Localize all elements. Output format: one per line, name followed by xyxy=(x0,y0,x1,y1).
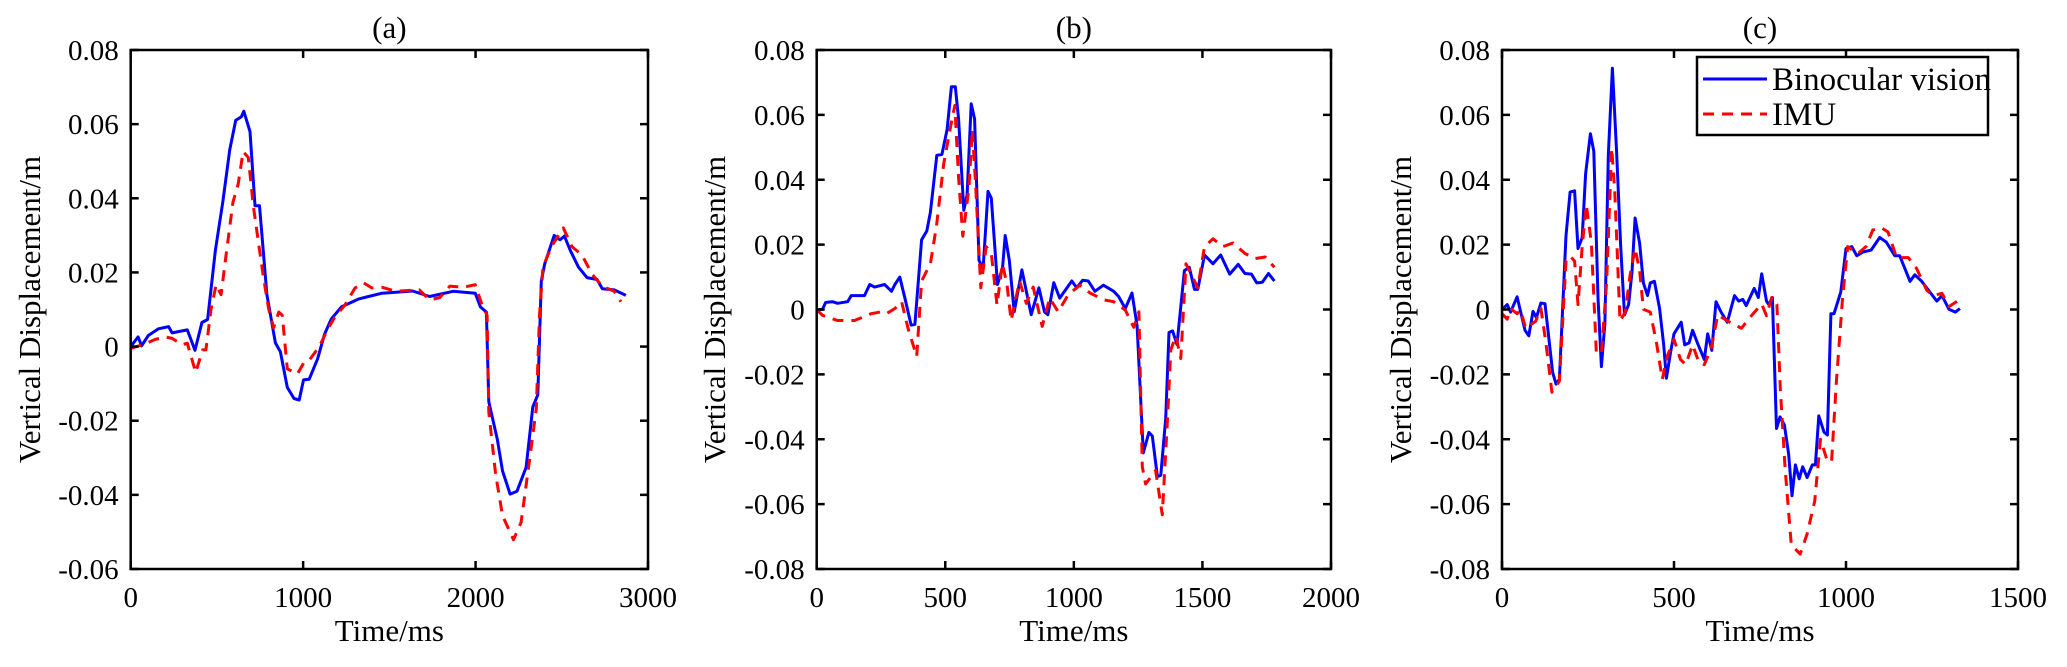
x-tick-label: 0 xyxy=(123,582,138,614)
series-imu-line xyxy=(816,104,1276,517)
y-tick-label: -0.02 xyxy=(1430,359,1490,391)
y-tick-label: -0.04 xyxy=(1430,424,1491,456)
legend-label-imu: IMU xyxy=(1772,97,1836,133)
x-tick-label: 3000 xyxy=(619,582,677,614)
y-tick-label: -0.02 xyxy=(744,359,804,391)
legend-label-binocular: Binocular vision xyxy=(1772,62,1991,98)
y-tick-label: 0.02 xyxy=(68,257,119,289)
y-tick-label: 0.02 xyxy=(754,230,805,262)
y-axis-label: Vertical Displacement/m xyxy=(12,156,47,463)
y-tick-label: 0.04 xyxy=(1439,165,1490,197)
x-tick-label: 1000 xyxy=(1045,582,1103,614)
subplot-c: 0 500 1000 1500 -0.08 -0.06 -0.04 -0.02 0 0.02 0.0… xyxy=(1383,10,2047,648)
y-tick-label: 0.06 xyxy=(68,109,119,141)
x-axis-label: Time/ms xyxy=(1705,613,1814,648)
y-tick-label: 0.02 xyxy=(1439,230,1490,262)
x-tick-label: 1500 xyxy=(1173,582,1231,614)
y-axis-label: Vertical Displacement/m xyxy=(1383,156,1418,463)
y-tick-label: 0 xyxy=(790,295,805,327)
series-binocular-line xyxy=(130,109,627,496)
subplot-title: (a) xyxy=(372,10,406,45)
series-binocular-line xyxy=(816,85,1276,479)
y-tick-label: -0.06 xyxy=(58,554,118,586)
x-tick-label: 2000 xyxy=(1302,582,1360,614)
subplot-b: 0 500 1000 1500 2000 -0.08 -0.06 -0.04 -0.02 0 0.0… xyxy=(697,10,1360,648)
y-tick-label: 0.08 xyxy=(754,35,805,67)
x-tick-label: 1500 xyxy=(1989,582,2047,614)
y-tick-label: 0.04 xyxy=(68,183,119,215)
series-binocular-line xyxy=(1502,66,1961,498)
y-tick-label: -0.04 xyxy=(744,424,805,456)
y-tick-label: 0.06 xyxy=(754,100,805,132)
y-tick-label: 0 xyxy=(104,332,119,364)
legend-box xyxy=(1695,55,1990,137)
y-tick-label: 0.04 xyxy=(754,165,805,197)
x-axis-label: Time/ms xyxy=(335,613,444,648)
y-tick-label: -0.06 xyxy=(744,489,804,521)
y-tick-label: -0.08 xyxy=(1430,554,1490,586)
y-tick-label: 0.06 xyxy=(1439,100,1490,132)
y-tick-label: -0.08 xyxy=(744,554,804,586)
y-tick-label: 0 xyxy=(1476,295,1491,327)
x-tick-label: 1000 xyxy=(1817,582,1875,614)
subplot-title: (c) xyxy=(1743,10,1777,45)
x-tick-label: 500 xyxy=(1652,582,1696,614)
legend: Binocular vision IMU xyxy=(1695,55,1991,137)
x-tick-label: 2000 xyxy=(447,582,505,614)
axes-box xyxy=(129,48,650,571)
y-tick-label: -0.04 xyxy=(58,480,119,512)
y-axis-label: Vertical Displacement/m xyxy=(697,156,732,463)
subplot-a: 0 1000 2000 3000 -0.06 -0.04 -0.02 0 0.02 0.04 0.0… xyxy=(12,10,677,648)
subplot-title: (b) xyxy=(1056,10,1092,45)
y-tick-label: -0.06 xyxy=(1430,489,1490,521)
x-tick-label: 1000 xyxy=(274,582,332,614)
series-imu-line xyxy=(1502,146,1961,556)
x-tick-label: 0 xyxy=(1495,582,1510,614)
y-tick-label: 0.08 xyxy=(68,35,119,67)
series-imu-line xyxy=(130,150,623,542)
x-axis-label: Time/ms xyxy=(1019,613,1128,648)
y-tick-label: 0.08 xyxy=(1439,35,1490,67)
x-tick-label: 500 xyxy=(924,582,968,614)
y-tick-label: -0.02 xyxy=(58,406,118,438)
x-tick-label: 0 xyxy=(809,582,824,614)
